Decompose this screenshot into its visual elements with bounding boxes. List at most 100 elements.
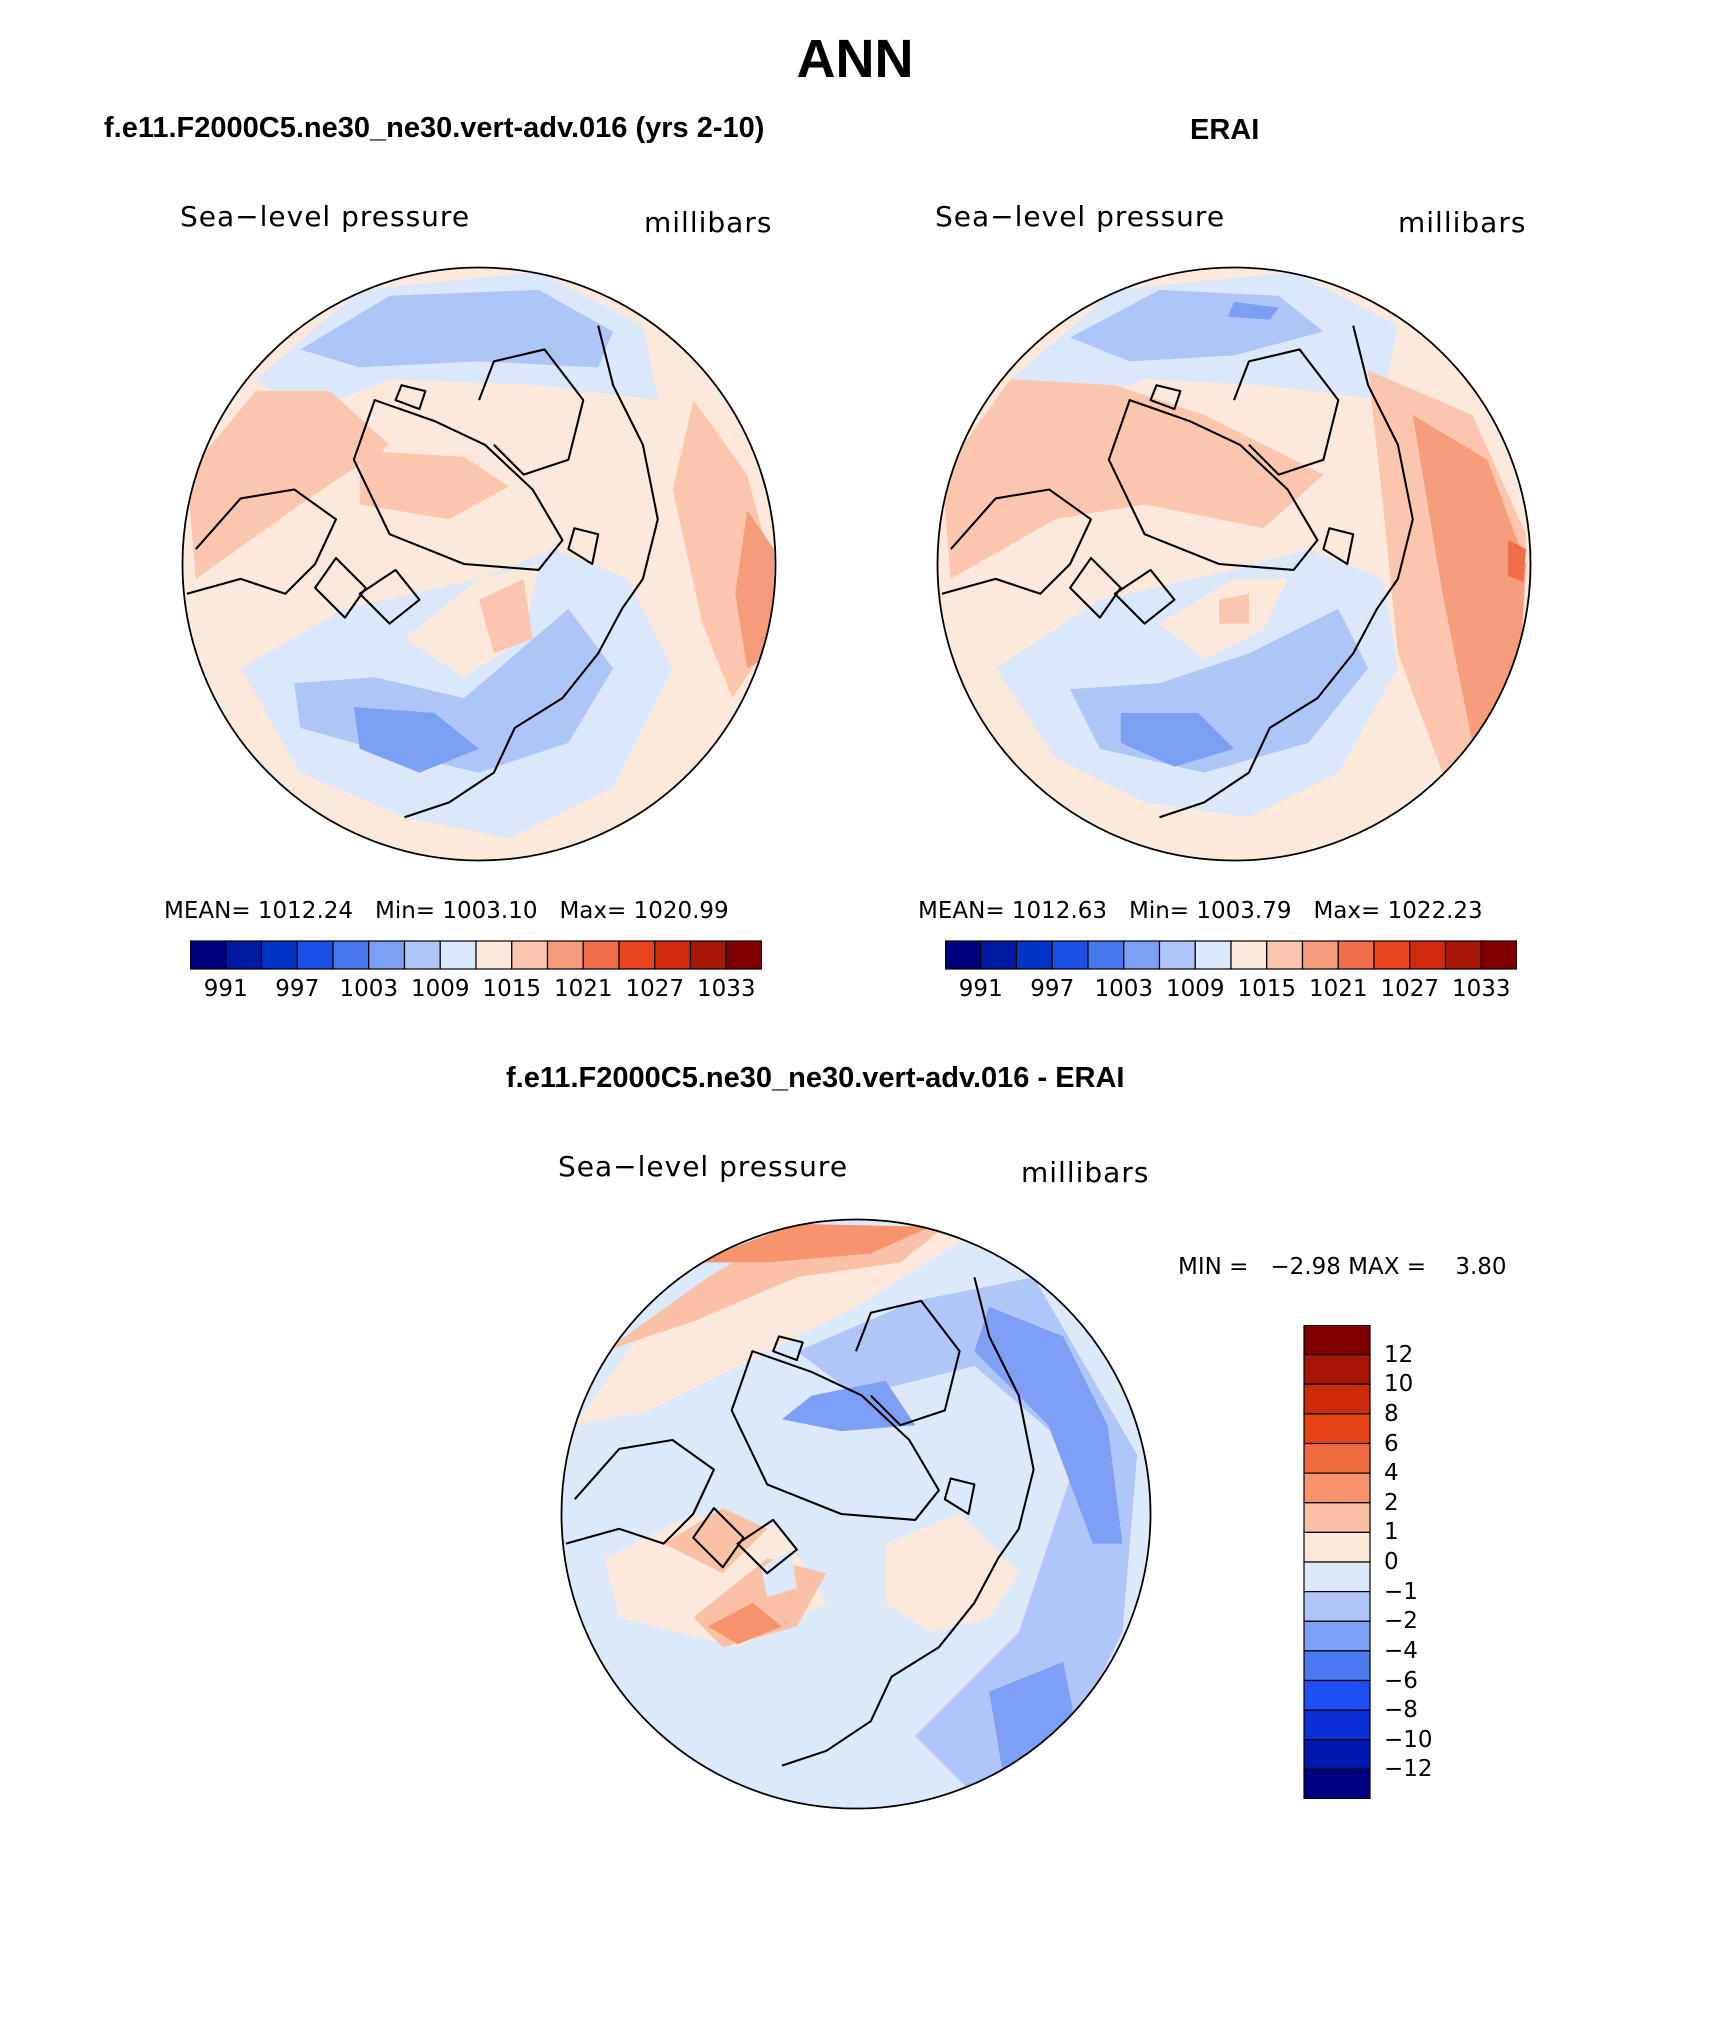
colorbar-swatch (1303, 1591, 1371, 1622)
contour-region (761, 1549, 797, 1597)
coastline (358, 568, 421, 625)
coastline (1107, 399, 1319, 572)
coastline (736, 1518, 798, 1575)
colorbar-tick-label: 1027 (625, 976, 685, 1002)
panel-title-obs: ERAI (1190, 114, 1260, 146)
stats-min-value: −2.98 (1270, 1254, 1341, 1280)
contour-fill-group (937, 267, 1531, 861)
stats-max-value: 1022.23 (1387, 898, 1483, 924)
stats-obs: MEAN= 1012.63 Min= 1003.79 Max= 1022.23 (918, 898, 1483, 924)
contour-region (974, 1306, 1123, 1544)
colorbar-swatch (403, 940, 441, 970)
stats-max-value: 1020.99 (633, 898, 729, 924)
coastline (1233, 348, 1340, 476)
colorbar-swatch (1194, 940, 1232, 970)
contour-region (353, 707, 479, 773)
colorbar-swatch (1051, 940, 1089, 970)
polar-map-model (181, 266, 777, 862)
colorbar-tick-label: −12 (1384, 1756, 1433, 1783)
colorbar-tick-label: 1009 (410, 976, 470, 1002)
colorbar-tick-label: 1009 (1165, 976, 1225, 1002)
contour-region (1228, 301, 1279, 320)
colorbar-swatch (475, 940, 513, 970)
map-diff (560, 1218, 1152, 1810)
stats-mean-label: MEAN= (164, 898, 251, 924)
colorbar-tick-label: 997 (1030, 976, 1075, 1002)
coastline (1069, 556, 1122, 619)
colorbar-tick-label: −4 (1384, 1637, 1418, 1664)
colorbar-tick-label: 1003 (1094, 976, 1154, 1002)
contour-region (359, 450, 509, 520)
colorbar-tick-label: 1033 (1451, 976, 1511, 1002)
colorbar-swatch (618, 940, 656, 970)
colorbar-swatch (1303, 1472, 1371, 1504)
colorbar-swatch (1087, 940, 1125, 970)
colorbar-tick-label: 6 (1384, 1430, 1399, 1457)
colorbar-tick-label: −6 (1384, 1667, 1418, 1694)
coastline (1113, 568, 1176, 625)
contour-region (1120, 713, 1234, 767)
colorbar-tick-label: −1 (1384, 1578, 1418, 1605)
colorbar-tick-label: 1003 (339, 976, 399, 1002)
colorbar-ticks-diff: 12 10 8 6 4 2 1 0 −1 −2 −4 −6 −8 −10 −12 (1384, 1325, 1464, 1799)
contour-region (604, 1223, 945, 1352)
colorbar-swatch (1303, 1709, 1371, 1741)
stats-min-value: 1003.10 (442, 898, 538, 924)
coastline (352, 399, 564, 572)
colorbar-swatch (582, 940, 620, 970)
stats-mean-value: 1012.63 (1011, 898, 1108, 924)
colorbar-swatch (1230, 940, 1268, 970)
colorbar-ticks-obs: 991 997 1003 1009 1015 1021 1027 1033 (945, 976, 1517, 1006)
colorbar-swatch (332, 940, 370, 970)
colorbar-swatch (439, 940, 477, 970)
colorbar-swatch (980, 940, 1018, 970)
variable-label-diff: Sea−level pressure (558, 1150, 849, 1183)
coastline (692, 1507, 745, 1569)
colorbar-tick-label: 2 (1384, 1489, 1399, 1516)
coastline (781, 1276, 1035, 1767)
units-label-model: millibars (644, 206, 773, 239)
stats-min-label: MIN = (1178, 1254, 1249, 1280)
map-border (560, 1218, 1152, 1810)
coastline (730, 1350, 940, 1521)
colorbar-tick-label: 1027 (1380, 976, 1440, 1002)
contour-region (989, 1662, 1078, 1781)
coastline (567, 527, 600, 566)
colorbar-swatch (1337, 940, 1375, 970)
contour-region (574, 1223, 975, 1426)
contour-region (479, 578, 533, 654)
coastline (943, 1477, 976, 1516)
coastline (404, 325, 659, 819)
contour-region (300, 289, 614, 368)
contour-region (941, 379, 1324, 579)
colorbar-swatch (1303, 1442, 1371, 1474)
contour-region (782, 1380, 916, 1432)
colorbar-tick-label: 0 (1384, 1549, 1399, 1575)
colorbar-swatch (1373, 940, 1411, 970)
colorbar-swatch (1303, 1325, 1371, 1356)
contour-region (693, 1223, 930, 1263)
polar-map-diff (560, 1218, 1152, 1810)
colorbar-swatch (368, 940, 406, 970)
colorbar-swatch (296, 940, 334, 970)
colorbar-model (190, 940, 762, 970)
colorbar-swatch (1015, 940, 1053, 970)
contour-fill-group (561, 1219, 1151, 1809)
stats-mean-label: MEAN= (918, 898, 1005, 924)
coastline (314, 556, 367, 619)
colorbar-swatch (511, 940, 549, 970)
stats-mean-value: 1012.24 (257, 898, 354, 924)
map-obs (936, 266, 1532, 862)
map-border (181, 266, 777, 862)
colorbar-swatch (1409, 940, 1447, 970)
colorbar-diff (1303, 1325, 1371, 1799)
contour-fill-group (182, 267, 776, 861)
colorbar-tick-label: 991 (203, 976, 248, 1002)
stats-min-label: Min= (1128, 898, 1190, 924)
colorbar-swatch (225, 940, 263, 970)
contour-region (1412, 415, 1527, 743)
contour-region (708, 1602, 782, 1645)
colorbar-swatch (546, 940, 584, 970)
colorbar-swatch (1303, 1413, 1371, 1445)
contour-region (1508, 540, 1527, 582)
